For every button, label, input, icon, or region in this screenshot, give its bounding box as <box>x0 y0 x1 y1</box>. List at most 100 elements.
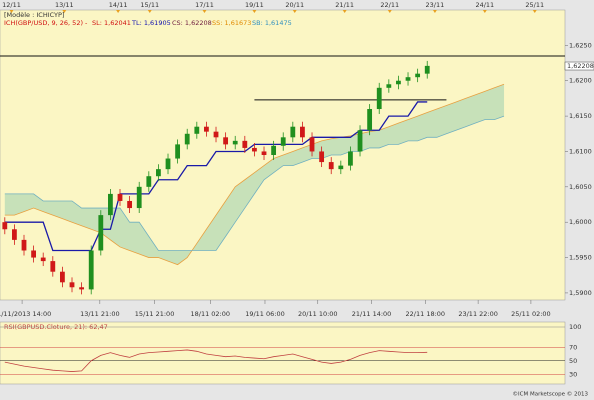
last-price-box <box>564 61 594 71</box>
chart-title: [Modèle : ICHICYP] <box>4 11 64 19</box>
candle-body <box>405 77 411 81</box>
candle-body <box>396 80 401 85</box>
candle-body <box>242 140 248 148</box>
candle-body <box>261 151 267 155</box>
y-tick-label: 70 <box>569 343 577 351</box>
candle-body <box>98 215 104 251</box>
x-tick-label: 25/11 02:00 <box>511 310 551 318</box>
date-label: 23/11 <box>426 1 445 9</box>
candle-body <box>31 250 37 258</box>
y-tick-label: 1,5900 <box>569 289 592 297</box>
candle-body <box>175 144 181 159</box>
candle-body <box>367 109 373 131</box>
candle-body <box>50 261 56 272</box>
date-marker <box>432 10 437 13</box>
date-label: 12/11 <box>2 1 21 9</box>
date-marker <box>116 10 121 13</box>
candle-body <box>271 145 277 155</box>
candle-body <box>319 151 325 163</box>
stat-label: SL: 1,62041 <box>92 19 131 27</box>
kijun-line <box>4 101 428 252</box>
date-label: 20/11 <box>285 1 304 9</box>
candle-body <box>252 147 257 152</box>
candle-body <box>232 140 238 145</box>
x-tick-label: 15/11 21:00 <box>135 310 175 318</box>
stat-label: TL: 1,61905 <box>131 19 171 27</box>
candle-body <box>415 73 421 78</box>
y-tick-label: 1,6150 <box>569 112 592 120</box>
date-label: 21/11 <box>335 1 354 9</box>
footer: ©ICM Marketscope © 2013 <box>513 391 589 398</box>
date-marker <box>387 10 392 13</box>
y-tick-label: 1,6050 <box>569 183 592 191</box>
last-price-label: 1,62208 <box>567 62 594 70</box>
candle-body <box>165 158 171 170</box>
x-tick-label: 18/11 02:00 <box>190 310 230 318</box>
x-tick-label: 19/11 06:00 <box>245 310 285 318</box>
candle-body <box>108 193 113 216</box>
y-tick-label: 1,6200 <box>569 77 592 85</box>
date-marker <box>62 10 67 13</box>
candle-body <box>424 65 430 74</box>
stat-label: SB: 1,61475 <box>252 19 292 27</box>
candle-body <box>60 271 65 283</box>
y-tick-label: 1,5950 <box>569 254 592 262</box>
candle-body <box>280 137 286 146</box>
candle-body <box>88 250 94 290</box>
rsi-area <box>0 321 566 385</box>
x-tick-label: 22/11 18:00 <box>406 310 446 318</box>
date-marker <box>532 10 537 13</box>
candle-body <box>213 131 219 138</box>
candle-body <box>156 169 161 177</box>
cloud <box>4 84 505 265</box>
date-marker <box>482 10 487 13</box>
x-tick-label: 20/11 10:00 <box>298 310 338 318</box>
rsi-line <box>4 349 428 372</box>
date-label: 19/11 <box>245 1 264 9</box>
candle-body <box>12 229 17 240</box>
x-tick-label: 13/11 21:00 <box>80 310 120 318</box>
stat-label: SS: 1,61673 <box>212 19 251 27</box>
date-marker <box>147 10 152 13</box>
date-label: 15/11 <box>140 1 159 9</box>
span-b-line <box>4 115 505 251</box>
candle-body <box>309 137 315 152</box>
date-label: 14/11 <box>109 1 128 9</box>
candle-body <box>376 87 382 110</box>
candle-body <box>357 130 363 152</box>
candle-body <box>223 137 229 145</box>
date-marker <box>202 10 207 13</box>
date-marker <box>252 10 257 13</box>
date-label: 17/11 <box>195 1 214 9</box>
span-a-line <box>4 83 505 266</box>
candle-body <box>300 126 305 138</box>
candle-body <box>21 239 27 251</box>
y-tick-label: 50 <box>569 357 577 365</box>
candle-body <box>136 186 142 209</box>
candle-body <box>204 126 209 132</box>
candle-body <box>328 162 334 170</box>
candle-body <box>184 133 190 145</box>
candle-body <box>69 282 75 288</box>
candle-body <box>146 176 152 187</box>
date-label: 13/11 <box>55 1 74 9</box>
y-tick-label: 1,6000 <box>569 218 592 226</box>
date-marker <box>342 10 347 13</box>
y-tick-label: 30 <box>569 370 577 378</box>
candle-body <box>40 257 46 262</box>
date-label: 22/11 <box>380 1 399 9</box>
x-tick-label: 11/11/2013 14:00 <box>0 310 51 318</box>
candle-body <box>194 126 200 134</box>
x-tick-label: 23/11 22:00 <box>458 310 498 318</box>
y-tick-label: 1,6250 <box>569 41 592 49</box>
date-label: 24/11 <box>475 1 494 9</box>
date-marker <box>292 10 297 13</box>
candle-body <box>2 222 8 230</box>
x-tick-label: 21/11 14:00 <box>352 310 392 318</box>
candle-body <box>127 200 133 209</box>
y-tick-label: 1,6100 <box>569 147 592 155</box>
candle-body <box>117 193 123 201</box>
indicator-label: ICH(GBP/USD, 9, 26, 52) - <box>4 19 88 27</box>
date-label: 25/11 <box>525 1 544 9</box>
